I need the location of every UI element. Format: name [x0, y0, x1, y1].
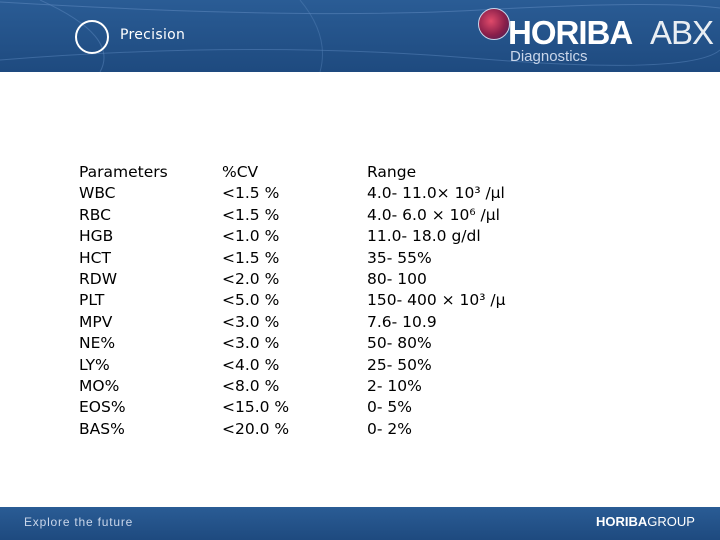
cv-column: %CV <1.5 % <1.5 % <1.0 % <1.5 % <2.0 % <… [222, 162, 289, 440]
range-cell: 50- 80% [367, 334, 432, 353]
range-cell: 150- 400 × 10³ /µ [367, 291, 506, 310]
parameter-cell: MO% [79, 376, 120, 395]
range-cell: 0- 2% [367, 419, 412, 438]
parameter-cell: LY% [79, 355, 110, 374]
parameter-cell: RBC [79, 205, 111, 224]
parameter-cell: PLT [79, 291, 105, 310]
parameter-cell: RDW [79, 269, 118, 288]
cv-cell: <5.0 % [222, 291, 280, 310]
range-column: Range 4.0- 11.0× 10³ /µl 4.0- 6.0 × 10⁶ … [367, 162, 505, 440]
range-cell: 4.0- 11.0× 10³ /µl [367, 184, 505, 203]
horiba-abx-logo: HORIBA ABX Diagnostics [478, 8, 714, 68]
range-cell: 11.0- 18.0 g/dl [367, 227, 481, 246]
column-header: Parameters [79, 163, 168, 181]
parameter-cell: MPV [79, 312, 113, 331]
cv-cell: <20.0 % [222, 419, 290, 438]
parameter-cell: HGB [79, 227, 114, 246]
logo-word-suffix: ABX [650, 14, 714, 51]
logo-emblem-icon [478, 8, 510, 40]
parameter-cell: HCT [79, 248, 111, 267]
horiba-group-logo: HORIBAGROUP [596, 514, 695, 529]
range-cell: 7.6- 10.9 [367, 312, 437, 331]
cv-cell: <1.5 % [222, 205, 280, 224]
cv-cell: <3.0 % [222, 312, 280, 331]
cv-cell: <1.5 % [222, 184, 280, 203]
range-cell: 25- 50% [367, 355, 432, 374]
logo-subtitle: Diagnostics [510, 48, 588, 65]
slide-title: Precision [120, 27, 186, 43]
footer-tagline: Explore the future [24, 515, 134, 529]
range-cell: 80- 100 [367, 269, 427, 288]
range-cell: 2- 10% [367, 376, 422, 395]
column-header: Range [367, 163, 417, 181]
cv-cell: <8.0 % [222, 376, 280, 395]
range-cell: 4.0- 6.0 × 10⁶ /µl [367, 205, 500, 224]
cv-cell: <3.0 % [222, 334, 280, 353]
range-cell: 35- 55% [367, 248, 432, 267]
cv-cell: <15.0 % [222, 398, 290, 417]
range-cell: 0- 5% [367, 398, 412, 417]
footer-logo-bold: HORIBA [596, 514, 648, 529]
cv-cell: <1.0 % [222, 227, 280, 246]
cv-cell: <4.0 % [222, 355, 280, 374]
footer-logo-rest: GROUP [647, 514, 695, 529]
column-header: %CV [222, 163, 259, 181]
header-banner: Precision HORIBA ABX Diagnostics [0, 0, 720, 72]
parameter-cell: BAS% [79, 419, 125, 438]
parameter-cell: WBC [79, 184, 116, 203]
cv-cell: <2.0 % [222, 269, 280, 288]
parameter-cell: NE% [79, 334, 116, 353]
parameter-cell: EOS% [79, 398, 126, 417]
parameters-column: Parameters WBC RBC HGB HCT RDW PLT MPV N… [79, 162, 168, 440]
title-circle-icon [75, 20, 109, 54]
logo-word: HORIBA [508, 14, 633, 51]
cv-cell: <1.5 % [222, 248, 280, 267]
footer-banner: Explore the future HORIBAGROUP [0, 507, 720, 540]
